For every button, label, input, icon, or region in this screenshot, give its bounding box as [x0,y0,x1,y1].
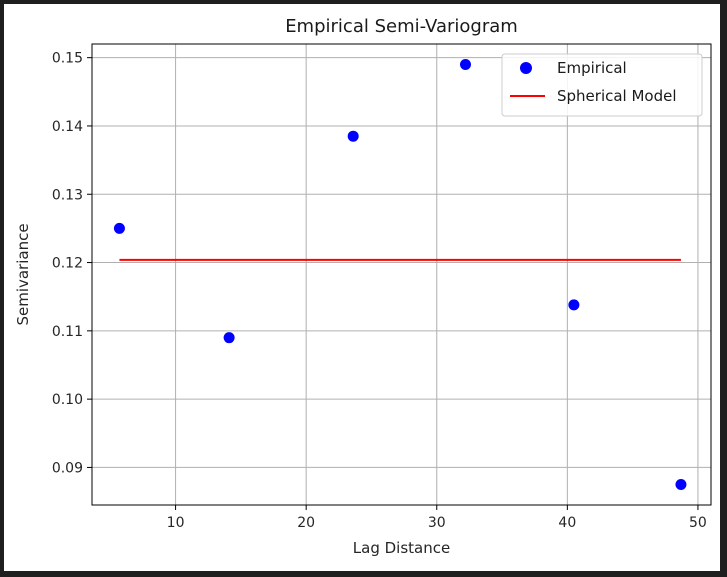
x-tick-label: 50 [689,515,707,531]
x-ticks: 10 20 30 40 50 [167,505,707,531]
y-tick-label: 0.13 [52,187,83,203]
empirical-point [568,299,580,311]
legend-marker-empirical [520,62,532,74]
chart-title: Empirical Semi-Variogram [285,16,518,37]
empirical-point [113,222,125,234]
empirical-point [347,130,359,142]
y-axis-label: Semivariance [14,223,32,325]
y-tick-label: 0.11 [52,324,83,340]
empirical-point [459,58,471,70]
empirical-point [223,332,235,344]
y-tick-label: 0.12 [52,256,83,272]
y-tick-label: 0.09 [52,460,83,476]
plot-area [113,58,687,491]
grid [92,44,711,505]
legend-box [501,53,703,117]
x-tick-label: 30 [428,515,446,531]
chart-svg: 10 20 30 40 50 0.090.100.110.120.130.140.15 … [14,16,712,557]
legend-label-empirical: Empirical [557,59,627,77]
axes-box [91,43,712,506]
x-tick-label: 10 [167,515,185,531]
y-tick-label: 0.10 [52,392,83,408]
y-ticks: 0.09 0.10 0.11 0.12 0.13 0.14 0.15 [52,51,92,476]
legend-label-spherical-model: Spherical Model [557,87,677,105]
y-tick-label: 0.15 [52,51,83,67]
x-tick-label: 40 [558,515,576,531]
x-axis-label: Lag Distance [353,539,450,557]
y-tick-label: 0.14 [52,119,83,135]
x-tick-label: 20 [297,515,315,531]
chart-frame: 10 20 30 40 50 0.09 0.10 0.11 0.12 0.13 0.14 0.15 … [4,4,720,571]
legend: Empirical Spherical Model [501,53,703,117]
empirical-point [675,479,687,491]
